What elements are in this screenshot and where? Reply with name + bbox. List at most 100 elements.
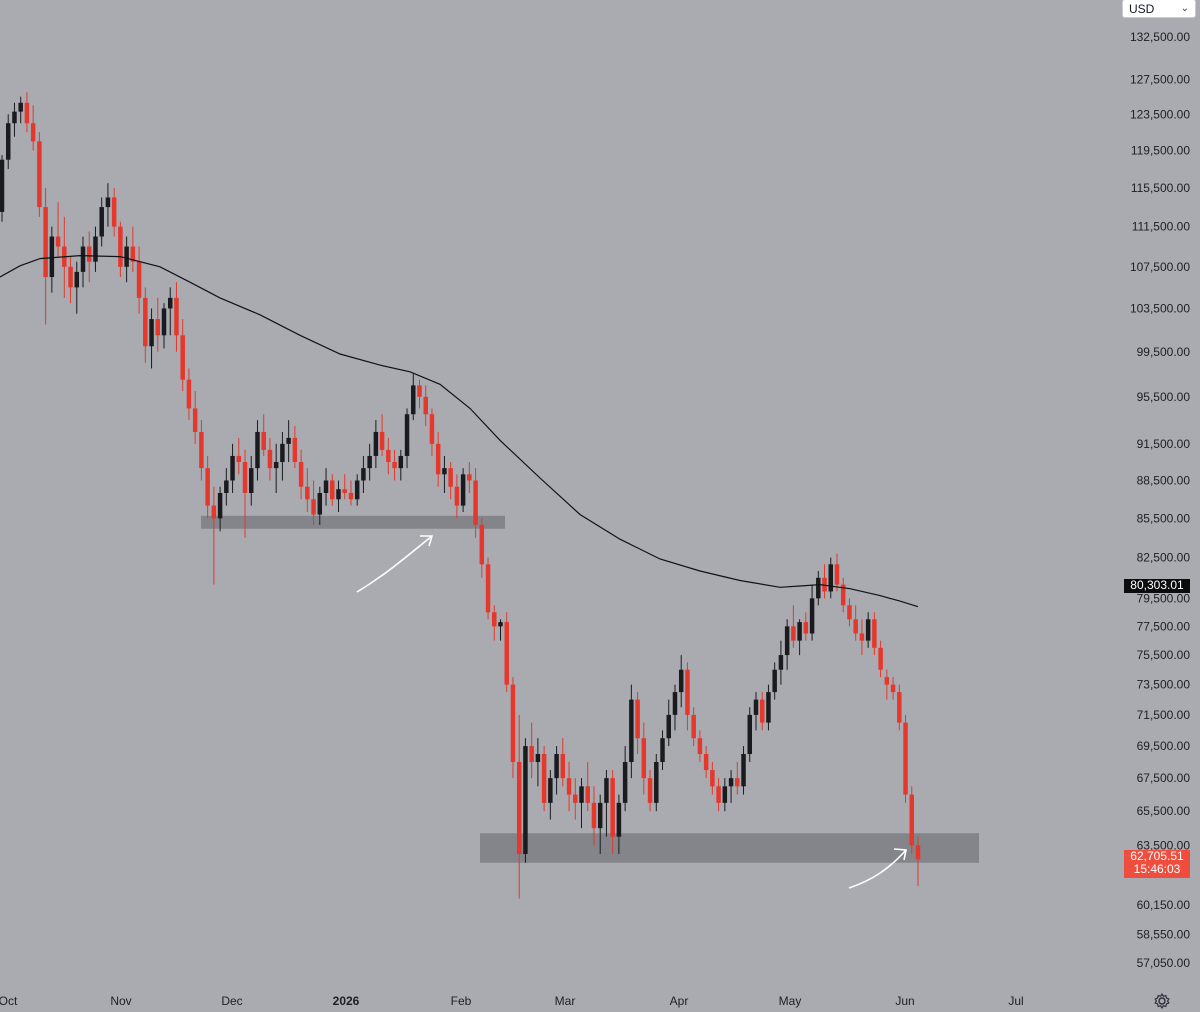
candle — [5, 114, 11, 170]
candle — [660, 730, 665, 771]
candle — [872, 612, 877, 656]
candle — [635, 692, 640, 755]
candle — [37, 132, 42, 217]
candle — [666, 699, 671, 747]
candle — [834, 553, 840, 592]
candle — [747, 707, 752, 763]
candle — [753, 692, 759, 731]
candle — [585, 762, 590, 812]
candle — [840, 577, 846, 613]
price-tick-label: 95,500.00 — [1137, 390, 1191, 404]
time-axis[interactable]: Oct Nov Dec 2026 Feb Mar Apr May Jun Jul — [0, 994, 1024, 1008]
candle — [516, 714, 522, 899]
candle — [273, 443, 279, 493]
price-tick-label: 111,500.00 — [1132, 220, 1191, 234]
candle — [492, 605, 497, 641]
candle — [784, 619, 790, 670]
candle — [710, 762, 715, 795]
candle — [180, 319, 185, 392]
price-tick-label: 88,500.00 — [1137, 473, 1191, 487]
candle — [30, 105, 36, 151]
annotation-arrow-1 — [356, 535, 433, 593]
candle — [654, 754, 659, 812]
candle — [130, 226, 136, 272]
candle — [298, 449, 304, 500]
candle — [267, 437, 273, 481]
candle — [535, 738, 541, 787]
annotation-arrows — [356, 535, 907, 889]
price-tick-label: 107,500.00 — [1130, 260, 1190, 274]
candle — [548, 770, 553, 820]
candle — [361, 455, 366, 493]
price-tick-label: 65,500.00 — [1137, 804, 1191, 818]
candle — [292, 425, 298, 469]
candle — [230, 443, 235, 493]
candle — [111, 187, 117, 237]
candle — [86, 231, 92, 283]
currency-select[interactable]: USD ⌄ — [1122, 0, 1196, 18]
candle — [442, 455, 447, 493]
price-tick-label: 73,500.00 — [1137, 678, 1191, 692]
price-tick-label: 115,500.00 — [1131, 181, 1190, 195]
candle — [641, 722, 647, 795]
candle — [859, 619, 865, 656]
candle — [330, 474, 335, 506]
candle — [610, 770, 615, 854]
candle — [485, 557, 491, 620]
price-tick-label: 57,050.00 — [1137, 956, 1191, 970]
candle — [566, 762, 572, 812]
candle — [878, 640, 883, 678]
candle — [348, 480, 354, 506]
candle — [392, 449, 397, 481]
candle — [909, 786, 915, 854]
candle — [124, 236, 129, 283]
candle — [766, 684, 771, 731]
candle — [541, 746, 547, 812]
candle — [404, 408, 410, 469]
candle — [136, 246, 142, 314]
candle — [205, 455, 210, 519]
candle — [828, 557, 834, 599]
gear-icon[interactable] — [1152, 991, 1172, 1011]
price-tick-label: 71,500.00 — [1137, 708, 1191, 722]
candle — [604, 770, 609, 837]
candle — [354, 474, 360, 506]
price-tick-label: 69,500.00 — [1137, 739, 1191, 753]
price-tick-label: 127,500.00 — [1130, 72, 1190, 86]
candle — [448, 462, 453, 500]
candle — [523, 738, 528, 863]
candle — [573, 778, 578, 820]
candle — [703, 746, 709, 779]
candle — [49, 226, 55, 293]
chevron-down-icon: ⌄ — [1180, 3, 1189, 14]
time-tick-label: Apr — [670, 994, 689, 1008]
support-zone — [201, 515, 505, 529]
candle — [791, 605, 796, 648]
candle — [504, 612, 509, 693]
candle — [847, 598, 852, 627]
candle — [68, 256, 73, 304]
candle — [261, 414, 266, 456]
candle — [915, 836, 921, 886]
price-tick-label: 119,500.00 — [1131, 143, 1190, 157]
candle — [622, 746, 628, 812]
candle — [722, 778, 728, 812]
candle — [398, 449, 404, 481]
candle — [479, 518, 485, 578]
candle — [99, 197, 104, 247]
price-tick-label: 123,500.00 — [1130, 107, 1190, 121]
candle — [186, 368, 192, 421]
price-axis[interactable]: 132,500.00 127,500.00 123,500.00 119,500.00… — [1130, 30, 1190, 970]
candle — [897, 684, 902, 731]
price-tick-label: 58,550.00 — [1137, 927, 1191, 941]
annotation-arrow-1-head — [420, 535, 434, 547]
price-tick-label: 82,500.00 — [1137, 551, 1191, 565]
time-tick-label: Nov — [110, 994, 131, 1008]
candle — [822, 564, 827, 599]
candle — [616, 794, 622, 854]
candle — [24, 92, 30, 133]
time-tick-label: 2026 — [333, 994, 360, 1008]
time-tick-label: Feb — [451, 994, 472, 1008]
candle — [217, 486, 223, 532]
